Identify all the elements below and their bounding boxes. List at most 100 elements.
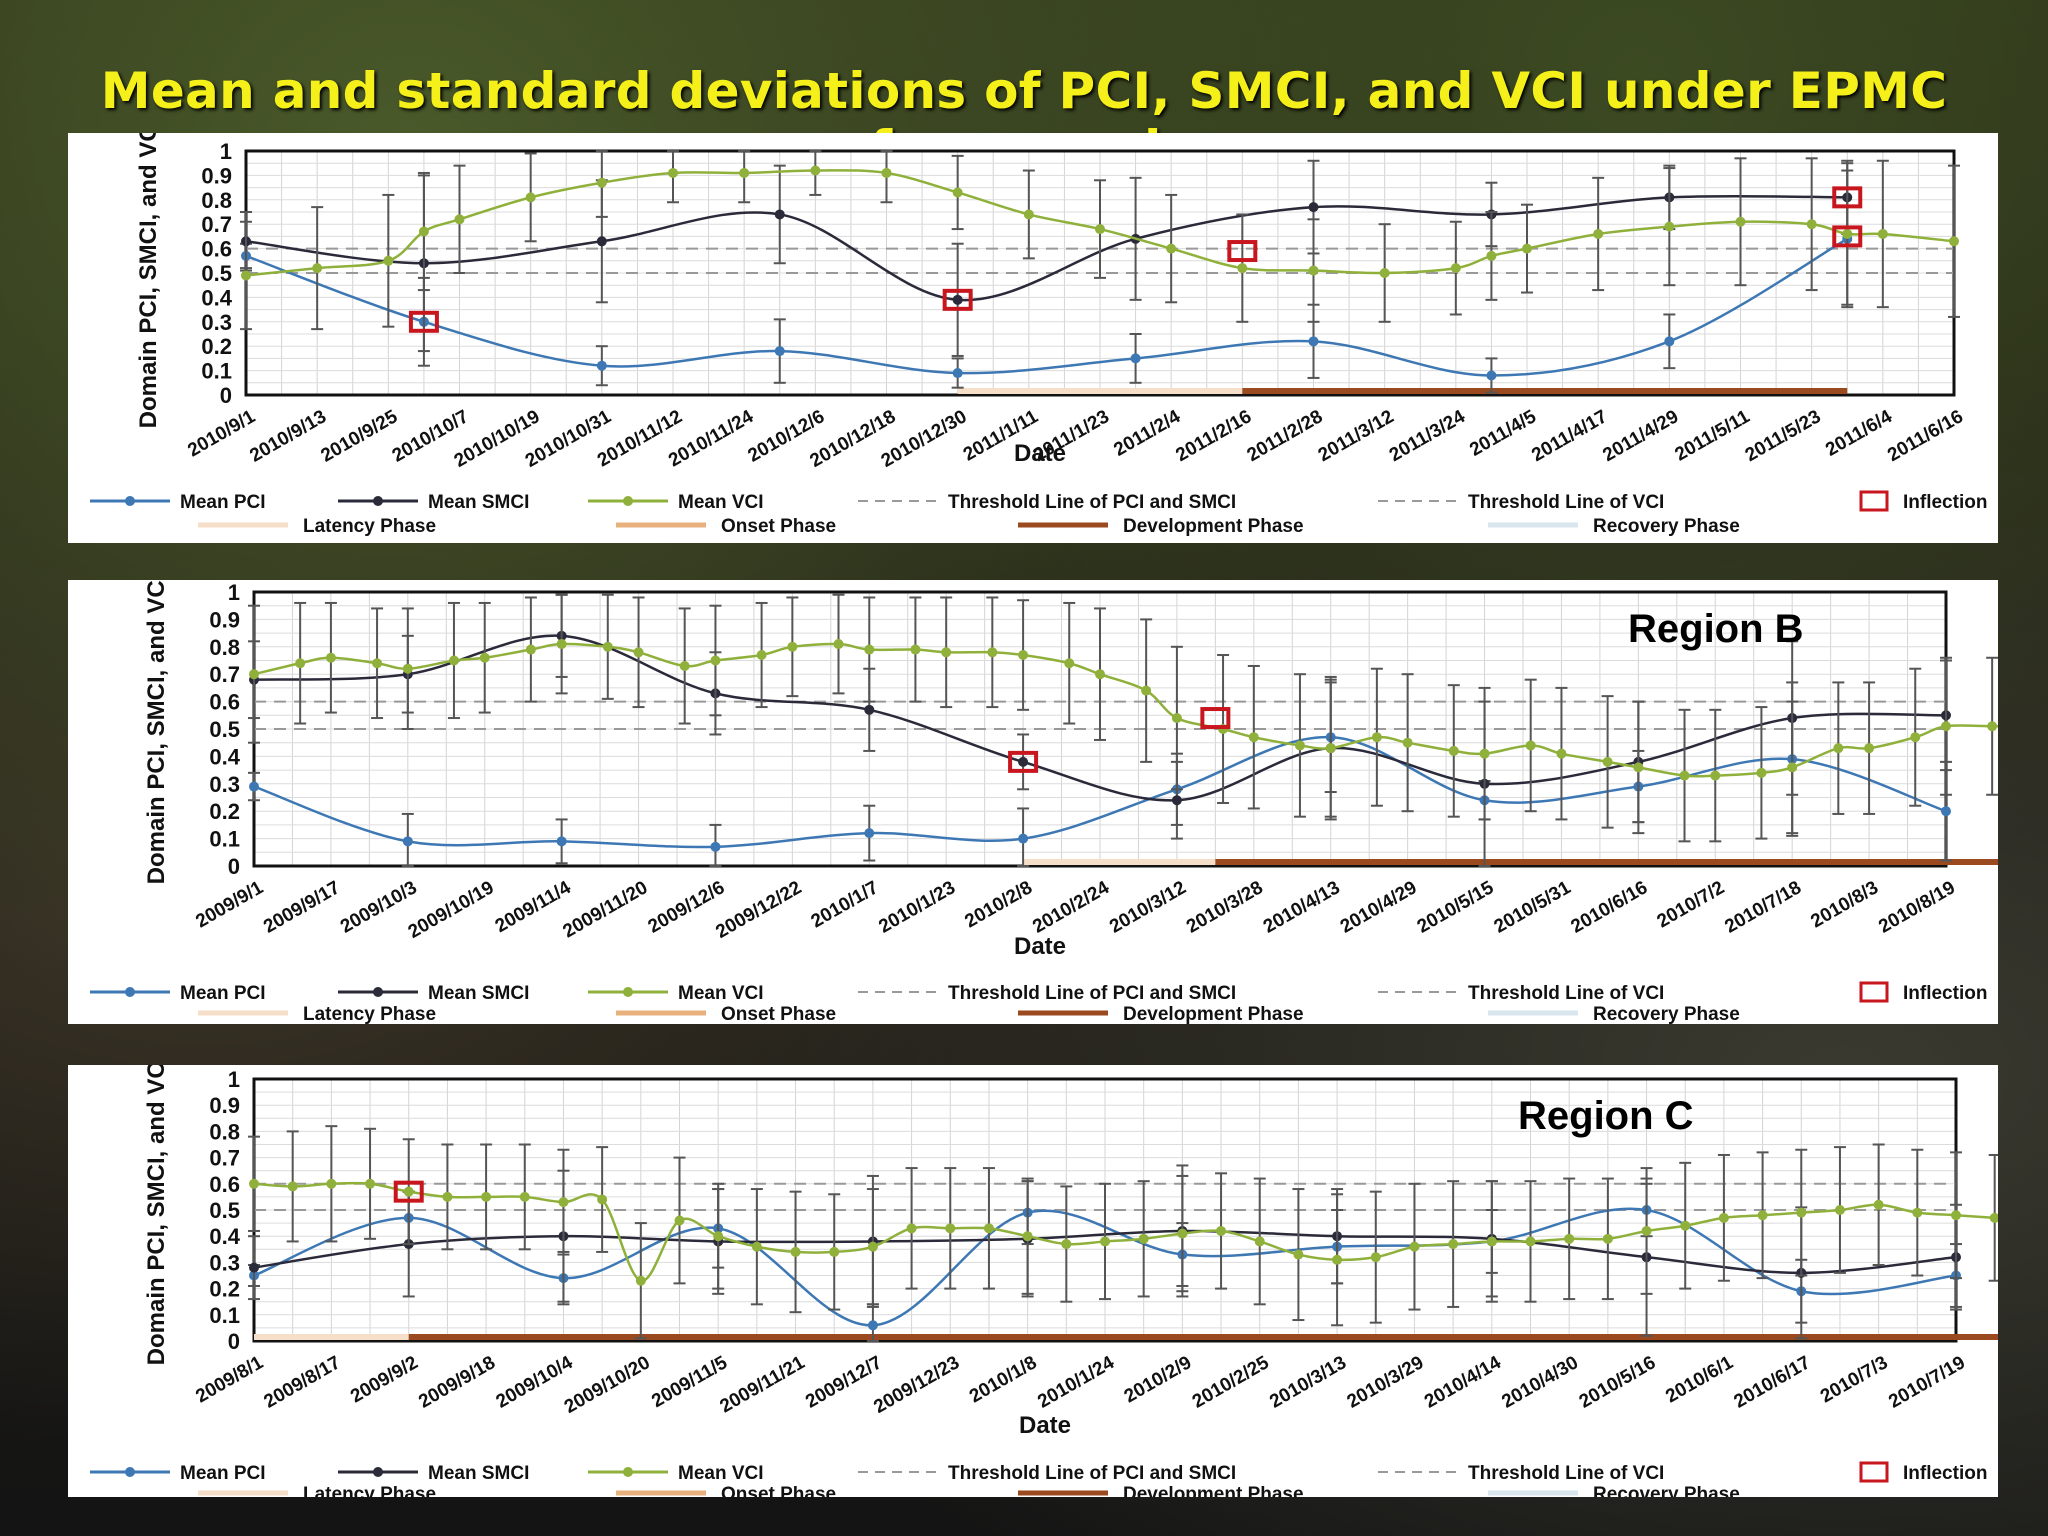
x-tick-label: 2010/2/9	[1121, 1352, 1196, 1407]
x-tick-label: 2010/7/18	[1721, 877, 1805, 937]
data-point-vci	[448, 655, 459, 666]
data-point-vci	[1877, 228, 1888, 239]
data-point-vci	[756, 650, 767, 661]
legend-label-pci: Mean PCI	[180, 983, 266, 1004]
x-tick-label: 2009/12/22	[712, 877, 805, 943]
inflection-marker	[1200, 707, 1231, 730]
x-tick-label: 2011/6/4	[1822, 406, 1896, 461]
legend-label-onset: Onset Phase	[721, 1484, 836, 1497]
data-point-vci	[383, 255, 394, 266]
data-point-vci	[1450, 263, 1461, 274]
y-tick-label: 0.9	[209, 1093, 240, 1118]
y-axis-label: Domain PCI, SMCI, and VCI	[135, 133, 162, 428]
region-label: Region B	[1628, 607, 1804, 651]
data-point-smci	[774, 209, 785, 220]
data-point-vci	[597, 1194, 608, 1205]
x-tick-label: 2011/3/24	[1386, 406, 1469, 466]
y-tick-label: 0	[228, 1329, 240, 1354]
y-tick-label: 0.3	[201, 310, 232, 335]
data-point-vci	[790, 1246, 801, 1257]
data-point-vci	[1556, 748, 1567, 759]
data-point-pci	[710, 841, 721, 852]
legend-label-development: Development Phase	[1123, 516, 1304, 537]
phase-bar-development	[1242, 388, 1848, 394]
legend-label-onset: Onset Phase	[721, 516, 836, 537]
x-tick-label: 2010/3/12	[1106, 877, 1190, 937]
data-point-vci	[365, 1178, 376, 1189]
data-point-vci	[1833, 743, 1844, 754]
data-point-pci	[1941, 806, 1951, 817]
x-tick-label: 2010/4/29	[1337, 877, 1421, 937]
data-point-vci	[556, 639, 567, 650]
x-tick-label: 2010/6/17	[1730, 1352, 1814, 1412]
series-line-pci	[245, 237, 1848, 377]
y-tick-label: 0.9	[201, 163, 232, 188]
data-point-pci	[1486, 370, 1497, 381]
legend-label-vci: Mean VCI	[678, 1463, 764, 1484]
y-tick-label: 0.4	[201, 285, 232, 310]
y-tick-label: 0.7	[201, 212, 232, 237]
chart-svg: 00.10.20.30.40.50.60.70.80.91 Domain PCI,…	[90, 1065, 1998, 1497]
data-point-smci	[864, 704, 875, 715]
data-point-vci	[1216, 1225, 1227, 1236]
data-point-vci	[1989, 1212, 1998, 1223]
phase-bar-development	[1215, 859, 1998, 865]
data-point-vci	[1602, 1233, 1613, 1244]
legend-label-smci: Mean SMCI	[428, 1463, 529, 1484]
legend-label-development: Development Phase	[1123, 1484, 1304, 1497]
data-point-vci	[1379, 268, 1390, 278]
data-point-vci	[1061, 1239, 1072, 1250]
data-point-vci	[596, 177, 607, 188]
y-tick-label: 0.3	[209, 772, 240, 797]
x-tick-label: 2009/9/17	[260, 877, 344, 937]
data-point-vci	[1912, 1207, 1923, 1218]
x-tick-label: 2011/2/4	[1110, 406, 1184, 461]
legend-label-threshold_v: Threshold Line of VCI	[1468, 492, 1664, 513]
x-tick-label: 2010/1/24	[1034, 1352, 1118, 1413]
data-point-vci	[1248, 732, 1259, 743]
x-axis-label: Date	[1019, 1412, 1071, 1439]
data-point-vci	[481, 1191, 492, 1202]
x-tick-label: 2009/8/1	[192, 1352, 267, 1407]
data-point-smci	[1308, 202, 1319, 213]
inflection-marker	[1227, 240, 1258, 263]
data-point-vci	[910, 644, 921, 655]
legend-label-threshold_ps: Threshold Line of PCI and SMCI	[948, 983, 1236, 1004]
data-point-vci	[1525, 1236, 1536, 1247]
region-label: Region C	[1518, 1094, 1694, 1138]
x-tick-label: 2011/2/28	[1244, 406, 1327, 466]
x-tick-label: 2010/2/8	[961, 877, 1036, 932]
data-point-vci	[519, 1191, 530, 1202]
data-point-vci	[1325, 743, 1336, 754]
phase-bar-latency	[254, 1334, 409, 1340]
phase-bar-development	[408, 1334, 1998, 1340]
legend-label-threshold_v: Threshold Line of VCI	[1468, 1463, 1664, 1484]
legend-marker-smci	[373, 496, 383, 506]
data-point-vci	[326, 1178, 337, 1189]
y-tick-label: 0.1	[209, 827, 240, 852]
data-point-vci	[479, 652, 490, 663]
data-point-vci	[679, 660, 690, 671]
legend-marker-pci	[125, 987, 135, 997]
data-point-vci	[810, 165, 821, 176]
series-line-vci	[245, 169, 1955, 277]
x-tick-label: 2010/3/13	[1266, 1352, 1350, 1412]
data-point-vci	[1796, 1207, 1807, 1218]
data-point-vci	[829, 1246, 840, 1257]
data-point-smci	[952, 294, 963, 305]
data-point-vci	[312, 263, 323, 274]
x-axis-label: Date	[1014, 440, 1066, 467]
data-point-pci	[556, 836, 567, 847]
legend-label-pci: Mean PCI	[180, 492, 266, 513]
x-tick-label: 2010/6/16	[1568, 877, 1652, 937]
data-point-vci	[372, 658, 383, 669]
x-tick-label: 2009/9/18	[415, 1352, 499, 1412]
data-point-vci	[635, 1275, 646, 1286]
data-point-pci	[1664, 336, 1675, 347]
y-tick-label: 0.6	[209, 690, 240, 715]
y-tick-label: 0	[228, 854, 240, 879]
data-point-vci	[1757, 1210, 1768, 1221]
data-point-vci	[945, 1223, 956, 1234]
data-point-vci	[402, 663, 413, 674]
x-tick-label: 2009/8/17	[261, 1352, 345, 1412]
